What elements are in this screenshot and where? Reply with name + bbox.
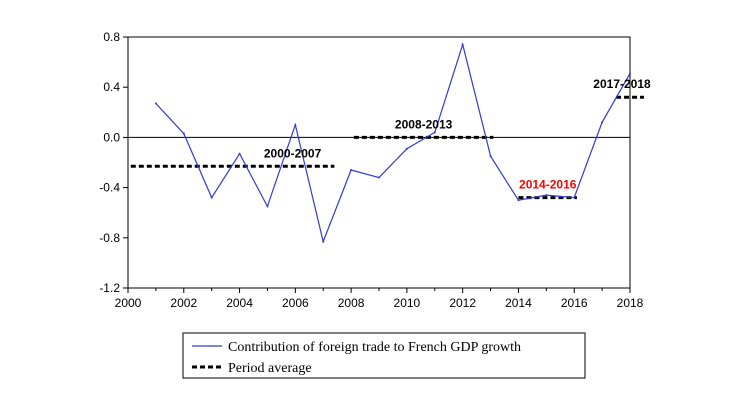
data-point — [489, 155, 492, 158]
legend-line-label: Contribution of foreign trade to French … — [228, 340, 521, 355]
data-point — [517, 199, 520, 202]
data-point — [601, 121, 604, 124]
y-tick-label: -0.8 — [99, 231, 120, 245]
x-tick-label: 2004 — [226, 296, 253, 310]
data-point — [210, 196, 213, 199]
data-point — [545, 194, 548, 197]
y-tick-label: 0.0 — [103, 130, 120, 144]
data-point — [322, 240, 325, 243]
data-point — [238, 152, 241, 155]
period-label: 2017-2018 — [593, 77, 651, 91]
x-tick-label: 2008 — [338, 296, 365, 310]
data-point — [182, 132, 185, 135]
period-label: 2008-2013 — [395, 117, 453, 131]
x-tick-label: 2014 — [505, 296, 532, 310]
data-point — [405, 147, 408, 150]
x-tick-label: 2012 — [449, 296, 476, 310]
data-point — [433, 131, 436, 134]
x-tick-label: 2018 — [617, 296, 644, 310]
data-point — [378, 176, 380, 179]
data-point — [461, 43, 464, 46]
contribution-series-points — [154, 43, 631, 243]
period-label: 2000-2007 — [264, 146, 322, 160]
x-tick-label: 2010 — [394, 296, 421, 310]
data-point — [266, 205, 269, 208]
data-point — [154, 102, 157, 105]
x-tick-label: 2000 — [115, 296, 142, 310]
data-point — [573, 196, 576, 199]
data-point — [294, 123, 297, 126]
period-average-lines — [130, 95, 644, 200]
period-labels: 2000-2007 2008-2013 2014-2016 2017-2018 — [264, 77, 651, 191]
plot-frame — [127, 36, 631, 289]
x-tick-label: 2016 — [561, 296, 588, 310]
period-label: 2014-2016 — [519, 178, 577, 192]
contribution-series-line — [155, 42, 631, 244]
x-tick-label: 2002 — [170, 296, 197, 310]
y-axis-ticks: 0.8 0.4 0.0 -0.4 -0.8 -1.2 — [99, 30, 128, 295]
y-tick-label: -0.4 — [99, 181, 120, 195]
y-tick-label: 0.8 — [103, 30, 120, 44]
data-point — [629, 72, 631, 75]
y-tick-label: -1.2 — [99, 281, 120, 295]
x-axis-ticks: 2000 2002 2004 2006 2008 2010 2012 2014 2016 2018 — [115, 288, 644, 310]
y-tick-label: 0.4 — [103, 80, 120, 94]
x-tick-label: 2006 — [282, 296, 309, 310]
data-point — [350, 169, 353, 172]
legend-dash-label: Period average — [228, 361, 312, 376]
legend-box — [182, 332, 586, 379]
